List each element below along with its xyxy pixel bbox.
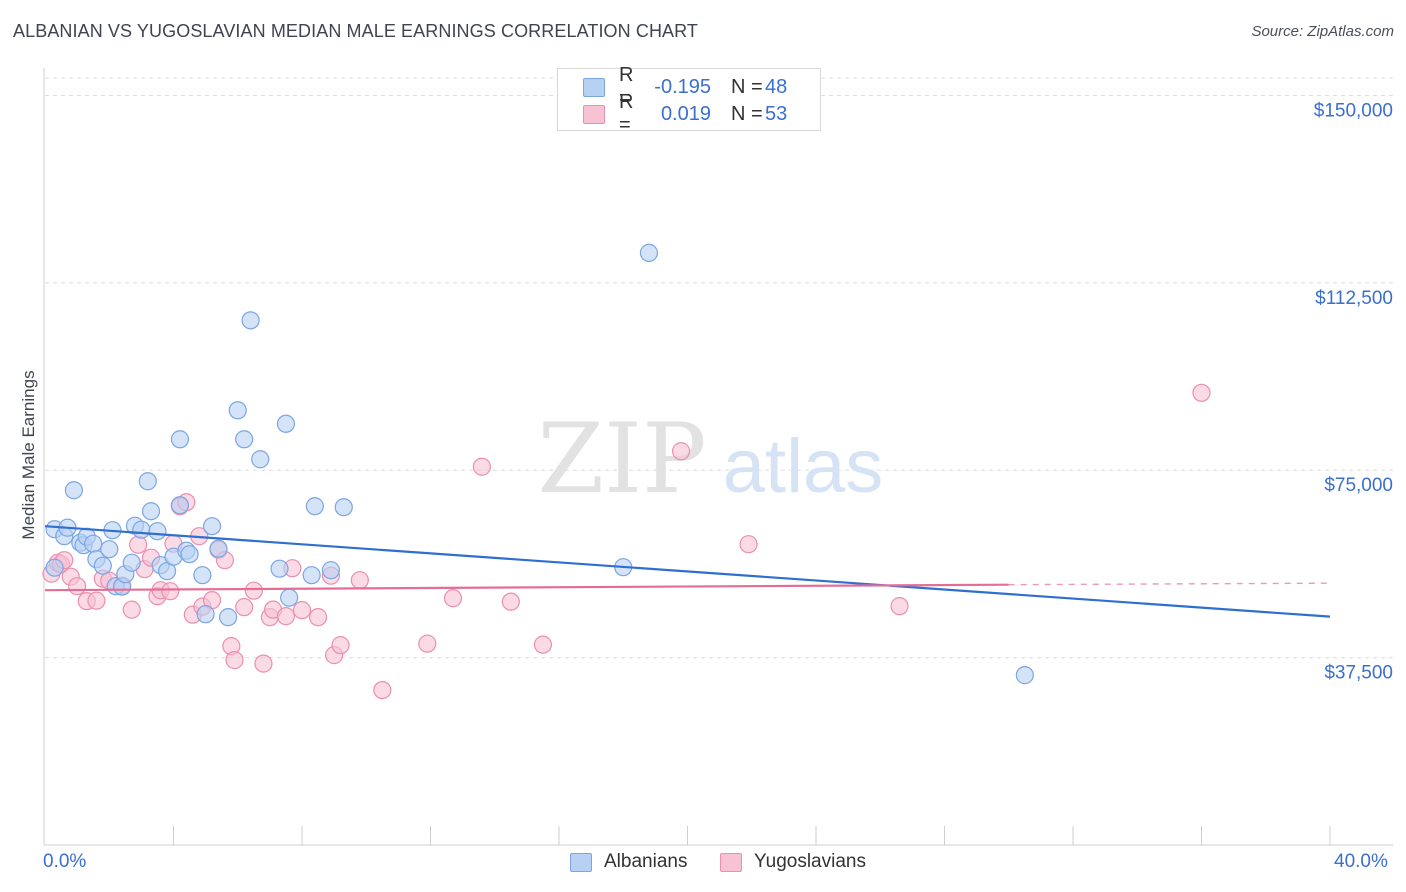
- albanian-point: [93, 556, 112, 575]
- watermark-atlas: atlas: [723, 424, 884, 509]
- yugoslavian-point: [254, 654, 273, 673]
- albanians-trend-line: [44, 525, 1331, 618]
- yugoslavian-point: [161, 582, 180, 601]
- albanian-point: [270, 559, 289, 578]
- albanian-point: [302, 566, 321, 585]
- y-tick-label: $150,000: [1314, 100, 1393, 121]
- watermark: ZIP atlas: [537, 403, 883, 515]
- y-tick-label: $112,500: [1315, 288, 1393, 309]
- correlation-legend: R = -0.195 N = 48 R = 0.019 N = 53: [557, 64, 821, 136]
- trend-lines: [44, 525, 1331, 618]
- legend-n-label: N =: [731, 102, 763, 125]
- grid-lines: [45, 77, 1393, 659]
- albanian-point: [251, 450, 270, 469]
- albanian-point: [219, 608, 238, 627]
- albanians-swatch: [583, 77, 605, 97]
- yugoslavians-r-value: 0.019: [660, 102, 711, 125]
- yugoslavian-point: [235, 598, 254, 617]
- albanian-point: [122, 553, 141, 572]
- albanians-n-value: 48: [765, 75, 788, 98]
- yugoslavian-point: [292, 601, 312, 620]
- albanian-point: [141, 502, 161, 521]
- x-tick-min: 0.0%: [43, 851, 87, 872]
- yugoslavians-points: [42, 86, 1211, 700]
- yugoslavians-trend-extension: [1008, 582, 1331, 586]
- albanian-point: [196, 605, 215, 624]
- yugoslavian-point: [225, 651, 244, 670]
- yugoslavians-legend-swatch: [720, 852, 742, 872]
- albanians-r-value: -0.195: [654, 75, 711, 98]
- albanian-point: [84, 534, 103, 553]
- albanian-point: [100, 540, 119, 559]
- albanians-legend-swatch: [570, 852, 592, 872]
- y-tick-labels: $37,500 $75,000 $112,500 $150,000: [1314, 100, 1393, 683]
- yugoslavians-legend-label: Yugoslavians: [754, 851, 866, 872]
- albanian-point: [280, 588, 299, 607]
- albanian-point: [639, 243, 659, 262]
- yugoslavians-trend-line: [44, 583, 1009, 592]
- yugoslavian-point: [890, 597, 909, 616]
- yugoslavian-point: [129, 535, 148, 554]
- albanian-point: [202, 517, 222, 536]
- yugoslavian-point: [501, 592, 520, 611]
- legend-r-label: R =: [619, 91, 634, 136]
- yugoslavian-point: [87, 591, 106, 610]
- albanian-point: [235, 430, 254, 449]
- legend-n-label: N =: [731, 75, 763, 98]
- yugoslavians-n-value: 53: [765, 102, 788, 125]
- yugoslavian-point: [1192, 383, 1211, 402]
- yugoslavian-point: [671, 442, 691, 461]
- albanian-point: [148, 522, 167, 541]
- yugoslavian-point: [443, 589, 463, 608]
- albanian-point: [180, 545, 199, 564]
- legend-row-albanians: R = -0.195 N = 48: [558, 64, 788, 109]
- albanian-point: [138, 472, 157, 491]
- albanian-point: [193, 566, 212, 585]
- albanian-point: [334, 498, 353, 517]
- y-tick-label: $37,500: [1324, 663, 1393, 684]
- albanian-point: [228, 401, 247, 420]
- yugoslavian-point: [122, 600, 141, 619]
- yugoslavian-point: [244, 581, 263, 600]
- yugoslavian-point: [350, 571, 369, 590]
- albanians-legend-label: Albanians: [604, 851, 688, 872]
- y-axis-label: Median Male Earnings: [19, 370, 38, 540]
- yugoslavian-point: [472, 457, 491, 476]
- yugoslavian-point: [276, 607, 296, 626]
- albanian-point: [276, 414, 296, 433]
- albanian-point: [64, 481, 84, 500]
- yugoslavian-point: [68, 577, 87, 596]
- albanian-point: [132, 520, 151, 539]
- albanian-point: [1015, 666, 1034, 685]
- yugoslavian-point: [373, 681, 392, 700]
- albanian-point: [321, 561, 341, 580]
- yugoslavian-point: [533, 635, 553, 654]
- bottom-legend-albanians: Albanians: [570, 851, 687, 873]
- source-label: Source: ZipAtlas.com: [1251, 23, 1394, 40]
- albanian-point: [209, 539, 228, 558]
- albanian-point: [305, 497, 324, 516]
- y-tick-label: $75,000: [1324, 475, 1393, 496]
- albanian-point: [45, 558, 64, 577]
- yugoslavians-swatch: [583, 104, 605, 124]
- bottom-legend-yugoslavians: Yugoslavians: [720, 851, 866, 873]
- chart-title: ALBANIAN VS YUGOSLAVIAN MEDIAN MALE EARN…: [13, 21, 699, 41]
- yugoslavian-point: [739, 535, 758, 554]
- legend-row-yugoslavians: R = 0.019 N = 53: [558, 91, 788, 136]
- x-tick-max: 40.0%: [1334, 851, 1388, 872]
- yugoslavian-point: [308, 608, 328, 627]
- albanian-point: [170, 496, 190, 515]
- albanian-point: [241, 311, 260, 330]
- axes: [43, 68, 1393, 846]
- yugoslavian-point: [418, 634, 437, 653]
- albanian-point: [170, 430, 190, 449]
- legend-r-label: R =: [619, 64, 634, 109]
- yugoslavian-point: [331, 636, 350, 655]
